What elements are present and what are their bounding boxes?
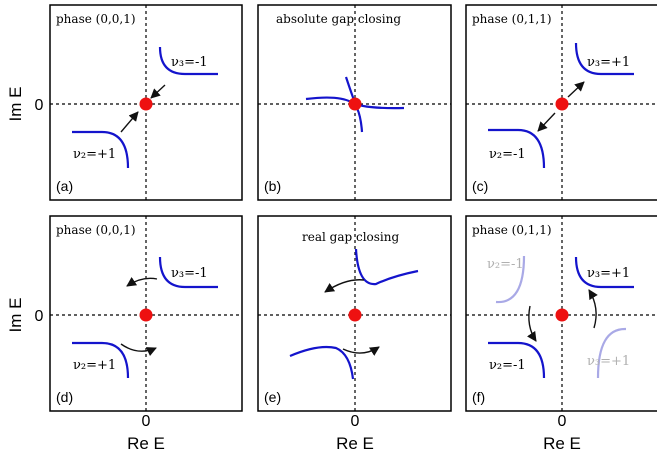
x-axis-label-c: Re E (543, 434, 581, 453)
panel-tag: (d) (56, 389, 73, 405)
panel-tag: (c) (472, 178, 488, 194)
band-curve-lower (488, 128, 546, 169)
panel-title: real gap closing (302, 230, 399, 244)
faded-band-curve-lower (596, 327, 627, 379)
gap-closing-point (555, 308, 569, 322)
panel-tag: (b) (264, 178, 281, 194)
x-axis-label-b: Re E (336, 434, 374, 453)
winding-label-upper: ν₃=+1 (587, 55, 630, 70)
winding-label-upper: ν₃=+1 (587, 266, 630, 281)
winding-label-lower: ν₂=+1 (73, 358, 116, 373)
panel-tag: (a) (56, 178, 73, 194)
panel-title: phase (0,0,1) (56, 223, 136, 237)
gap-closing-point (348, 97, 362, 111)
winding-label-lower: ν₂=+1 (73, 147, 116, 162)
x-tick-zero-c: 0 (558, 413, 567, 430)
band-curve-lower (289, 345, 355, 380)
gap-closing-point (139, 308, 153, 322)
panel-tag: (f) (472, 389, 485, 405)
arrow-from-upper (150, 84, 166, 99)
gap-closing-point (139, 97, 153, 111)
band-curve-lower (488, 341, 546, 379)
gap-closing-point (348, 308, 362, 322)
panel-b: absolute gap closing (b) (257, 4, 452, 201)
x-axis-label-a: Re E (127, 434, 165, 453)
winding-label-upper: ν₃=-1 (171, 266, 208, 281)
winding-label-upper: ν₃=-1 (171, 55, 208, 70)
arrow-upper-left-down (527, 305, 537, 342)
band-curve-upper (158, 46, 218, 76)
y-tick-zero-top: 0 (35, 97, 44, 114)
panel-title: phase (0,1,1) (472, 223, 552, 237)
band-curve-upper (158, 256, 218, 289)
winding-label-lower: ν₂=-1 (489, 358, 526, 373)
arrow-lower-right (120, 343, 157, 357)
band-curve-upper (574, 256, 634, 289)
band-curve-upper (354, 248, 419, 286)
arrow-from-lower (120, 111, 139, 133)
panel-title: phase (0,1,1) (472, 12, 552, 26)
faded-winding-label-upper: ν₂=-1 (487, 257, 524, 272)
panel-title: absolute gap closing (276, 12, 401, 26)
faded-band-curve-upper (495, 255, 526, 304)
panel-a: phase (0,0,1) (a) ν₃=-1 ν₂=+1 (49, 4, 243, 201)
arrow-to-lower (537, 112, 556, 132)
band-curve-lower (72, 130, 130, 169)
arrow-upper-left (126, 277, 158, 287)
arrow-lower-right-up (588, 289, 598, 329)
gap-closing-point (555, 97, 569, 111)
faded-winding-label-lower: ν₃=+1 (587, 354, 630, 369)
y-axis-label-bottom: Im E (6, 298, 25, 333)
band-curve-lower (72, 341, 130, 379)
panel-tag: (e) (264, 389, 281, 405)
arrow-to-upper (567, 81, 585, 98)
panel-c: phase (0,1,1) (c) ν₃=+1 ν₂=-1 (465, 4, 657, 201)
x-tick-zero-b: 0 (351, 413, 360, 430)
band-curve-upper (574, 42, 634, 76)
winding-label-lower: ν₂=-1 (489, 147, 526, 162)
panel-f: phase (0,1,1) (f) ν₃=+1 ν₂=-1 ν₂=-1 ν₃=+… (465, 215, 657, 412)
panel-d: phase (0,0,1) (d) ν₃=-1 ν₂=+1 (49, 215, 243, 412)
panel-e: real gap closing (e) (257, 215, 452, 412)
x-tick-zero-a: 0 (142, 413, 151, 430)
arrow-upper-left (324, 279, 365, 293)
y-tick-zero-bottom: 0 (35, 308, 44, 325)
arrow-lower-right (342, 346, 380, 356)
y-axis-label-top: Im E (6, 87, 25, 122)
panel-title: phase (0,0,1) (56, 12, 136, 26)
